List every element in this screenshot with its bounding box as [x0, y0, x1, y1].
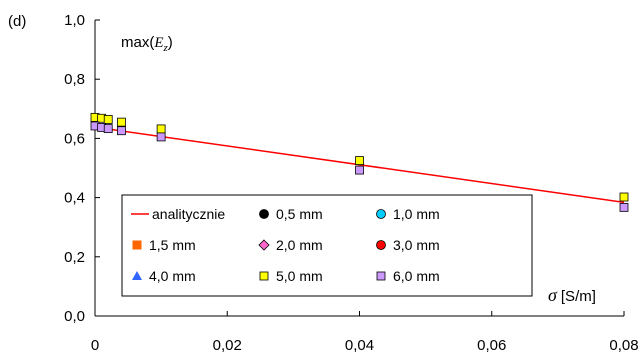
x-axis-title: σ [S/m]	[548, 285, 596, 305]
legend-marker	[259, 209, 269, 219]
x-tick-label: 0	[91, 337, 99, 354]
legend-label: 0,5 mm	[276, 206, 323, 222]
legend-marker	[376, 209, 386, 219]
data-points	[90, 112, 629, 212]
legend-marker	[376, 240, 386, 250]
data-point	[619, 192, 629, 202]
legend-label: 1,0 mm	[393, 206, 440, 222]
legend-marker	[132, 240, 142, 250]
y-tick-label: 0,0	[64, 308, 85, 325]
data-point	[117, 117, 126, 127]
legend-label: analitycznie	[152, 206, 225, 222]
legend-label: 3,0 mm	[393, 237, 440, 253]
y-tick-label: 0,6	[64, 130, 85, 147]
legend-label: 1,5 mm	[149, 237, 196, 253]
legend-label: 5,0 mm	[276, 268, 323, 284]
data-point	[103, 124, 113, 134]
data-point	[355, 165, 364, 175]
legend-box	[121, 194, 533, 297]
legend: analitycznie 0,5 mm 1,0 mm 1,5 mm 2,0 mm 3,0 …	[121, 194, 533, 297]
legend-marker	[259, 271, 269, 281]
data-point	[156, 132, 166, 142]
data-point	[156, 124, 166, 134]
x-tick-label: 0,08	[609, 337, 638, 354]
y-tick-label: 0,4	[64, 190, 85, 207]
y-tick-label: 0,8	[64, 71, 85, 88]
legend-marker	[376, 271, 386, 281]
y-axis-title: max(Ez)	[121, 34, 173, 54]
x-tick-label: 0,02	[213, 337, 242, 354]
y-tick-label: 1,0	[64, 12, 85, 29]
legend-label: 6,0 mm	[393, 268, 440, 284]
x-tick-label: 0,04	[345, 337, 374, 354]
y-tick-label: 0,2	[64, 249, 85, 266]
legend-label: 4,0 mm	[149, 268, 196, 284]
legend-marker	[132, 271, 142, 280]
panel-label: (d)	[8, 13, 26, 30]
data-point	[355, 156, 364, 166]
legend-marker	[258, 239, 270, 251]
x-tick-label: 0,06	[477, 337, 506, 354]
data-point	[117, 126, 126, 136]
data-point	[103, 115, 113, 124]
ticks: 0,0 0,2 0,4 0,6 0,8 1,0 0 0,02 0,04 0,06 0,08	[64, 12, 638, 354]
legend-label: 2,0 mm	[276, 237, 323, 253]
data-point	[619, 202, 629, 212]
